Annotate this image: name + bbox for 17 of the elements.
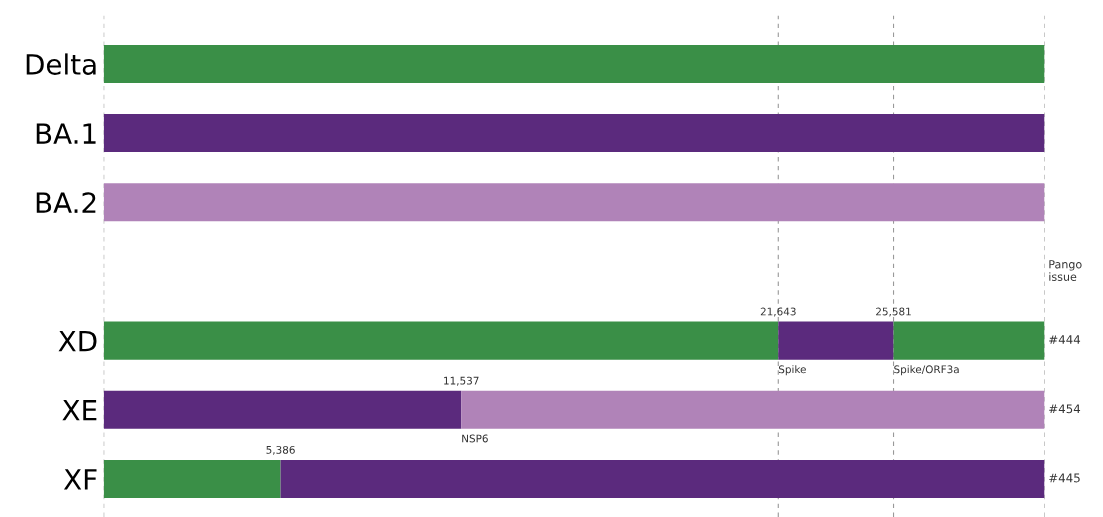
annotation: #444 bbox=[1049, 335, 1081, 344]
annotation: Spike/ORF3a bbox=[894, 365, 959, 376]
y-tick-label: XF bbox=[63, 469, 97, 490]
text: Pango issue bbox=[1049, 260, 1082, 281]
annotation: 21,643 bbox=[760, 307, 796, 317]
annotation: #445 bbox=[1049, 473, 1080, 483]
y-tick-label: BA.1 bbox=[36, 123, 96, 144]
y-tick-label: BA.2 bbox=[36, 192, 96, 213]
annotation: 5,386 bbox=[266, 445, 295, 455]
annotation: 11,537 bbox=[444, 376, 479, 386]
annotation: NSP6 bbox=[462, 434, 488, 443]
y-tick-label: XE bbox=[62, 400, 97, 421]
annotation: Spike bbox=[778, 365, 806, 376]
annotation: 25,581 bbox=[876, 307, 911, 317]
y-tick-label: XD bbox=[58, 330, 97, 352]
annotation: #454 bbox=[1049, 404, 1081, 414]
y-tick-label: Delta bbox=[26, 53, 96, 75]
